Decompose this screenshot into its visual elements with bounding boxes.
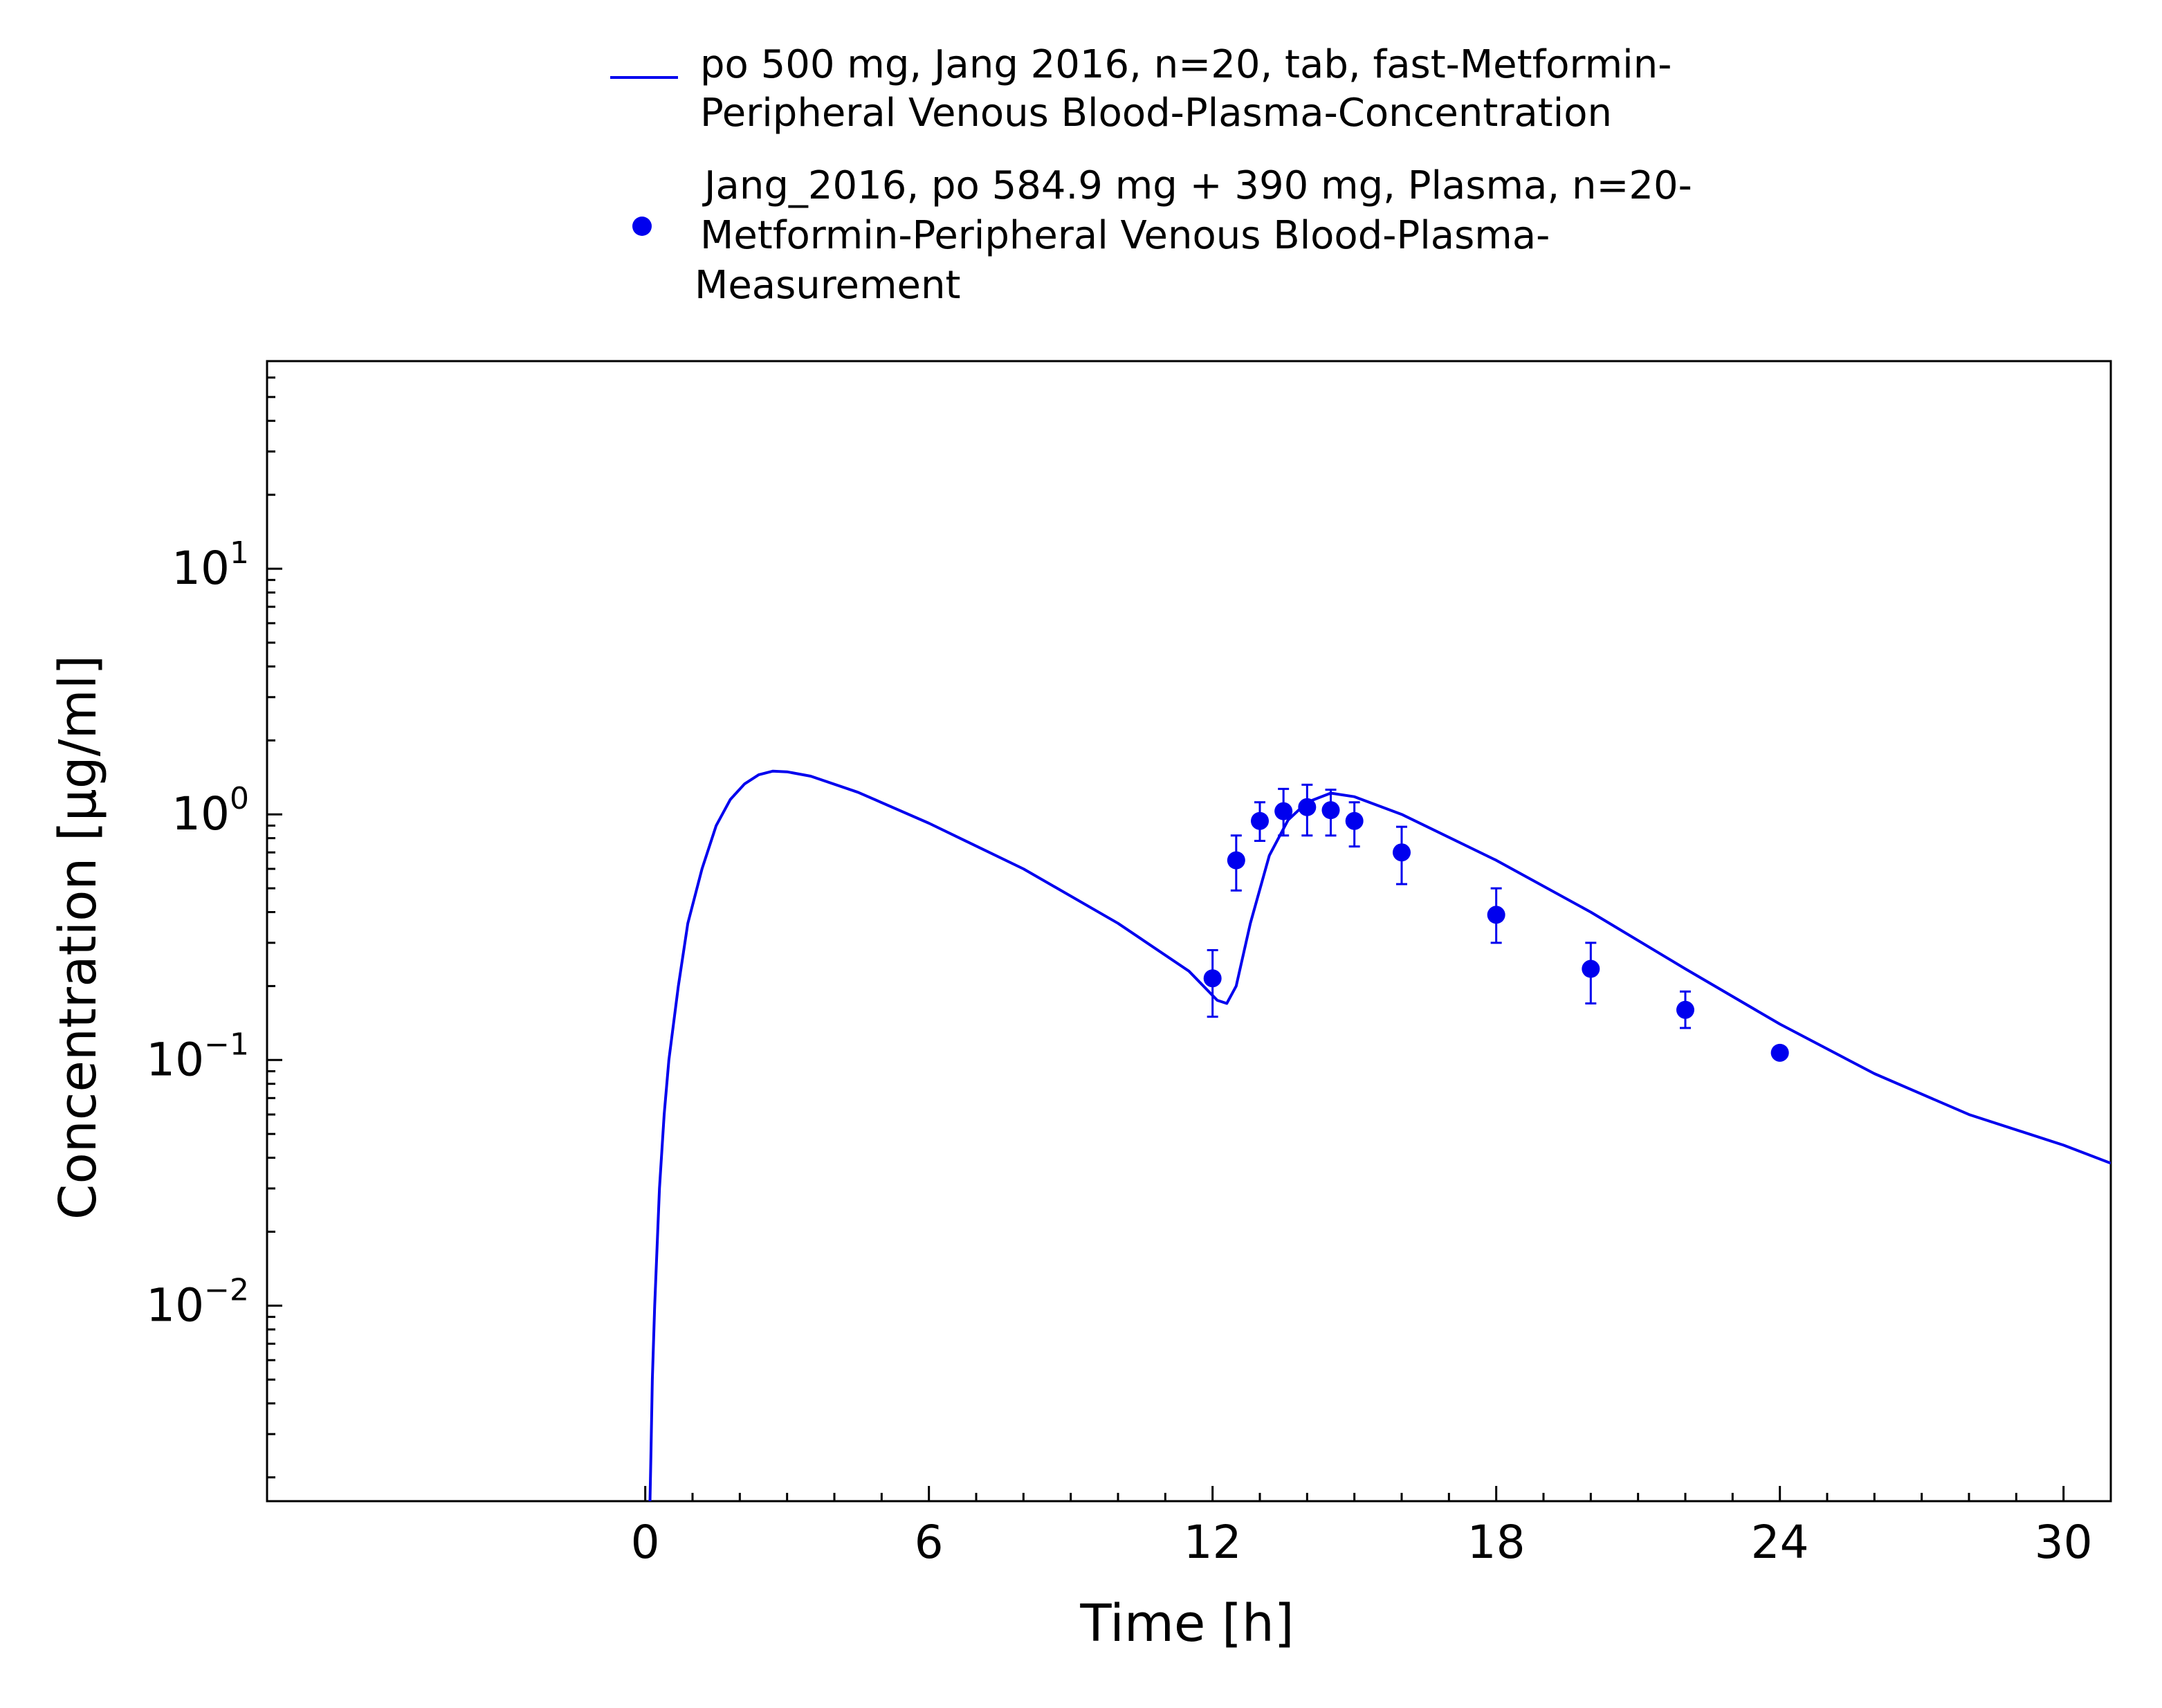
legend-label-line-1: po 500 mg, Jang 2016, n=20, tab, fast-Me… [700,42,1671,87]
data-point [1203,969,1222,988]
data-point [1393,843,1411,862]
data-point [1321,801,1340,820]
x-tick-label: 6 [915,1516,944,1569]
axis-tick-labels: 0 6 12 18 24 30 101 100 10−1 10−2 [146,535,2093,1569]
x-tick-label: 0 [631,1516,660,1569]
y-tick-label: 100 [172,781,249,841]
data-point [1227,851,1245,870]
plot-frame [266,360,2112,1503]
x-tick-label: 12 [1184,1516,1242,1569]
data-point [1676,1000,1694,1019]
y-tick-label: 10−1 [146,1027,249,1086]
x-axis-label: Time [h] [1079,1594,1294,1653]
data-point [1345,811,1364,830]
data-point [1770,1043,1789,1062]
legend-marker-swatch [632,217,652,236]
data-point [1582,959,1600,978]
x-tick-label: 18 [1467,1516,1526,1569]
y-axis-label: Concentration [µg/ml] [48,655,108,1220]
axis-ticks [267,360,2112,1501]
data-point [1251,811,1269,830]
data-point [1298,798,1317,816]
data-point [1487,906,1505,924]
y-tick-label: 101 [172,535,249,595]
data-point [1274,802,1293,820]
legend: po 500 mg, Jang 2016, n=20, tab, fast-Me… [610,42,1692,308]
simulation-curve [648,769,2111,1501]
legend-label-marker-3: Measurement [695,263,960,308]
x-tick-label: 30 [2035,1516,2093,1569]
legend-label-line-2: Peripheral Venous Blood-Plasma-Concentra… [700,91,1612,136]
series-layer [648,769,2111,1501]
x-tick-label: 24 [1751,1516,1809,1569]
y-tick-label: 10−2 [146,1272,249,1332]
legend-label-marker-1: Jang_2016, po 584.9 mg + 390 mg, Plasma,… [702,163,1692,208]
legend-label-marker-2: Metformin-Peripheral Venous Blood-Plasma… [700,213,1550,258]
